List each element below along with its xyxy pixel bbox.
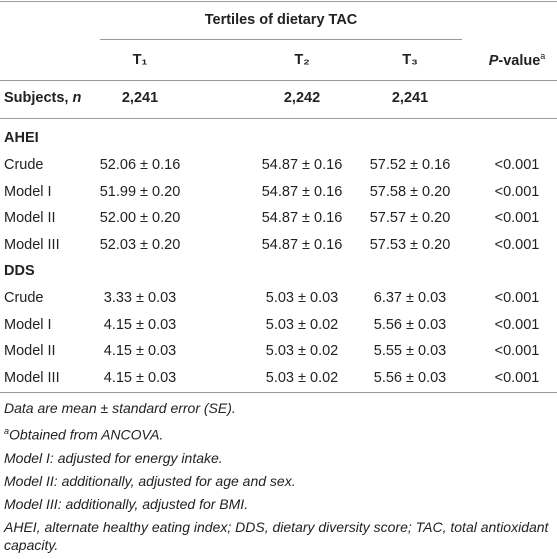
footnotes: Data are mean ± standard error (SE). aObt… [4,399,552,559]
footnote: Model I: adjusted for energy intake. [4,449,552,467]
cell: 5.03 ± 0.02 [265,343,339,359]
cell: 2,242 [283,90,321,106]
cell: 5.56 ± 0.03 [373,316,447,333]
row-label: Model III [4,369,60,386]
cell: 6.37 ± 0.03 [373,290,447,306]
rule [0,80,557,81]
footnote-text: Model I: adjusted for energy intake. [4,449,223,466]
rule [0,392,557,393]
row-label: Model II [4,210,56,226]
rule [0,118,557,119]
cell: 5.03 ± 0.03 [265,290,339,306]
cell: <0.001 [494,369,540,386]
row-label: Crude [4,290,44,306]
column-header: T₃ [402,52,418,68]
footnote-mark: a [4,426,10,436]
cell: 54.87 ± 0.16 [261,157,343,173]
p-note: a [540,51,546,62]
cell: 54.87 ± 0.16 [261,210,343,226]
rule [100,39,462,40]
cell: <0.001 [494,236,540,253]
section-title: DDS [4,263,35,279]
column-header: T₂ [294,52,310,68]
footnote: aObtained from ANCOVA. [4,422,552,444]
p-italic: P [488,52,499,69]
footnote-text: Model II: additionally, adjusted for age… [4,472,296,489]
cell: <0.001 [494,210,540,226]
row-label: Model I [4,183,52,200]
cell: <0.001 [494,157,540,173]
footnote-text: Obtained from ANCOVA. [9,426,164,443]
cell: 5.03 ± 0.02 [265,369,339,386]
row-label: Model III [4,236,60,253]
p-rest: -value [498,52,541,69]
cell: 2,241 [391,90,429,106]
column-header: P-valuea [489,51,546,69]
cell: 4.15 ± 0.03 [103,316,177,333]
cell: <0.001 [494,316,540,333]
subjects-label: Subjects, [4,90,73,106]
cell: 57.57 ± 0.20 [369,210,451,226]
cell: 4.15 ± 0.03 [103,343,177,359]
column-header: T₁ [132,52,148,68]
cell: 52.03 ± 0.20 [99,236,181,253]
row-label: Model I [4,316,52,333]
cell: 51.99 ± 0.20 [99,183,181,200]
cell: 5.56 ± 0.03 [373,369,447,386]
rule [0,1,557,2]
cell: 5.55 ± 0.03 [373,343,447,359]
row-label: Model II [4,343,56,359]
cell: 57.52 ± 0.16 [369,157,451,173]
cell: 54.87 ± 0.16 [261,236,343,253]
footnote-text: Data are mean ± standard error (SE). [4,400,236,416]
cell: <0.001 [494,343,540,359]
row-label: Subjects, n [4,90,81,106]
cell: 5.03 ± 0.02 [265,316,339,333]
footnote-text: Model III: additionally, adjusted for BM… [4,495,249,512]
group-header: Tertiles of dietary TAC [204,12,358,28]
subjects-n: n [72,90,82,106]
cell: 4.15 ± 0.03 [103,369,177,386]
cell: 3.33 ± 0.03 [103,290,177,306]
section-title: AHEI [4,130,39,146]
footnote: Model III: additionally, adjusted for BM… [4,495,552,513]
footnote-text: AHEI, alternate healthy eating index; DD… [4,518,549,553]
cell: 2,241 [121,90,159,106]
cell: <0.001 [494,290,540,306]
row-label: Crude [4,157,44,173]
cell: 52.00 ± 0.20 [99,210,181,226]
footnote: AHEI, alternate healthy eating index; DD… [4,518,552,554]
cell: 57.58 ± 0.20 [369,183,451,200]
footnote: Model II: additionally, adjusted for age… [4,472,552,490]
cell: 54.87 ± 0.16 [261,183,343,200]
cell: 57.53 ± 0.20 [369,236,451,253]
footnote: Data are mean ± standard error (SE). [4,399,552,417]
cell: <0.001 [494,183,540,200]
cell: 52.06 ± 0.16 [99,157,181,173]
